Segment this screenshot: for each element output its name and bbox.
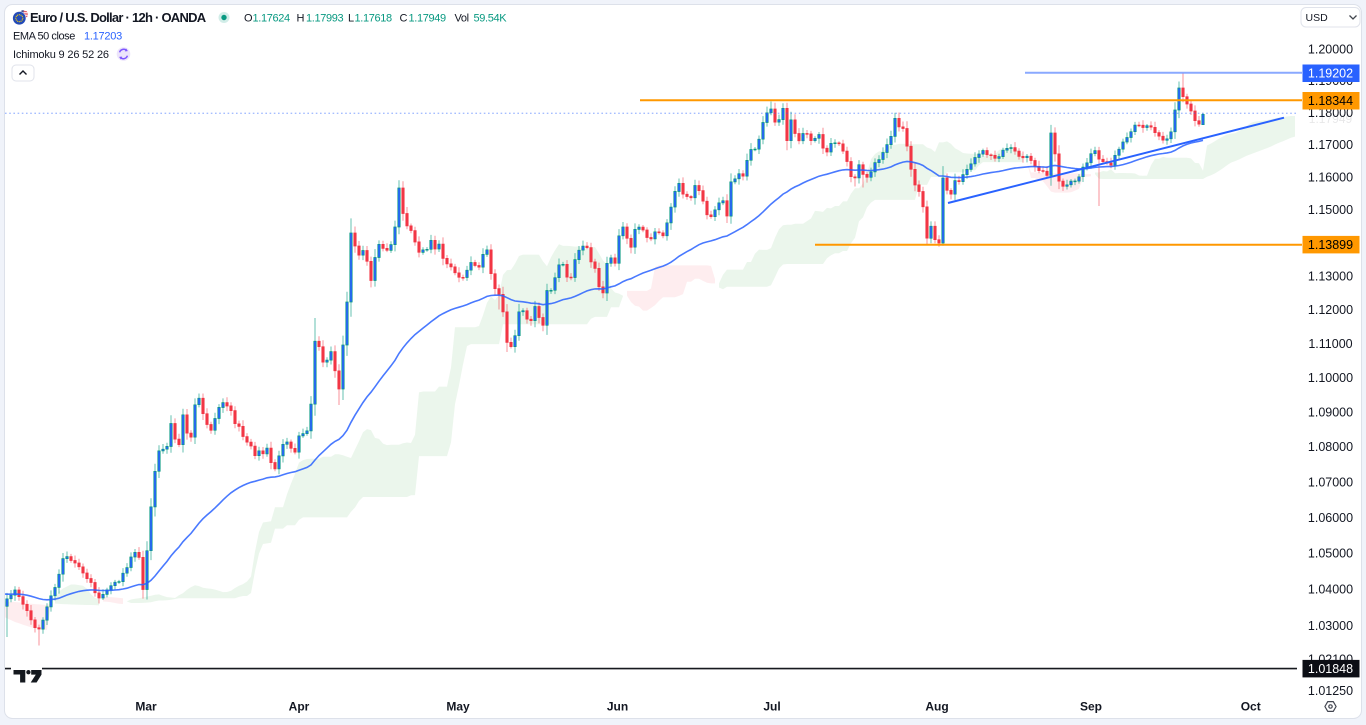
svg-text:C: C	[400, 13, 408, 25]
svg-text:1.01250: 1.01250	[1308, 684, 1353, 698]
svg-text:1.09000: 1.09000	[1308, 405, 1353, 419]
svg-text:1.08000: 1.08000	[1308, 440, 1353, 454]
svg-text:1.11000: 1.11000	[1308, 337, 1352, 351]
svg-text:Vol: Vol	[455, 13, 469, 25]
svg-text:1.17949: 1.17949	[409, 13, 447, 25]
svg-text:1.17949: 1.17949	[1309, 112, 1353, 126]
svg-text:Sep: Sep	[1080, 700, 1102, 714]
svg-text:1.01848: 1.01848	[1308, 662, 1353, 676]
svg-text:O: O	[244, 13, 253, 25]
svg-text:1.17624: 1.17624	[253, 13, 291, 25]
svg-text:59.54K: 59.54K	[474, 13, 508, 25]
svg-text:1.17993: 1.17993	[306, 13, 344, 25]
svg-text:1.13000: 1.13000	[1308, 269, 1353, 283]
svg-text:May: May	[446, 700, 470, 714]
svg-text:1.06000: 1.06000	[1308, 511, 1353, 525]
svg-text:Oct: Oct	[1241, 700, 1261, 714]
svg-text:1.12000: 1.12000	[1308, 303, 1353, 317]
svg-text:1.17618: 1.17618	[355, 13, 393, 25]
svg-text:1.07000: 1.07000	[1308, 475, 1353, 489]
svg-text:H: H	[297, 13, 305, 25]
svg-text:Mar: Mar	[135, 700, 157, 714]
svg-text:Ichimoku 9 26 52 26: Ichimoku 9 26 52 26	[13, 49, 109, 61]
svg-text:1.15000: 1.15000	[1308, 203, 1353, 217]
svg-text:1.10000: 1.10000	[1308, 371, 1353, 385]
svg-text:1.17000: 1.17000	[1308, 138, 1353, 152]
svg-text:1.16000: 1.16000	[1308, 170, 1353, 184]
svg-text:1.18344: 1.18344	[1308, 94, 1353, 108]
svg-text:1.05000: 1.05000	[1308, 547, 1353, 561]
svg-text:Euro / U.S. Dollar · 12h · OAN: Euro / U.S. Dollar · 12h · OANDA	[30, 10, 207, 25]
svg-text:EMA 50 close: EMA 50 close	[13, 31, 75, 43]
svg-text:1.04000: 1.04000	[1308, 583, 1353, 597]
svg-text:USD: USD	[1306, 12, 1329, 24]
svg-text:1.03000: 1.03000	[1308, 619, 1353, 633]
svg-text:Apr: Apr	[289, 700, 310, 714]
svg-text:1.17203: 1.17203	[84, 31, 122, 43]
svg-text:L: L	[348, 13, 354, 25]
svg-text:Jun: Jun	[607, 700, 628, 714]
svg-text:1.13899: 1.13899	[1308, 238, 1353, 252]
svg-text:Aug: Aug	[925, 700, 948, 714]
svg-text:1.19202: 1.19202	[1308, 66, 1353, 80]
svg-text:Jul: Jul	[763, 700, 780, 714]
svg-text:1.20000: 1.20000	[1308, 43, 1353, 57]
